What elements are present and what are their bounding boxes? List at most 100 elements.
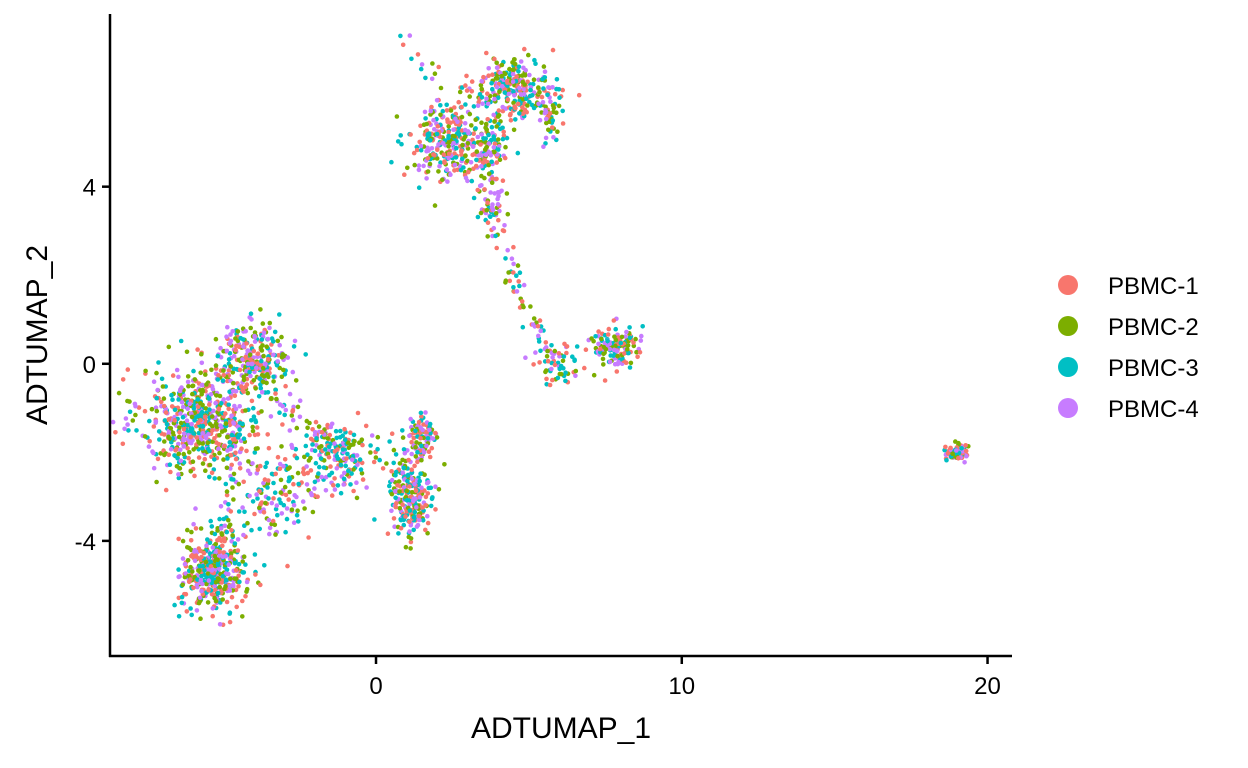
data-point xyxy=(240,559,245,564)
data-point xyxy=(283,529,288,535)
data-point xyxy=(191,368,196,374)
data-point xyxy=(428,108,434,114)
data-point xyxy=(204,382,209,387)
data-point xyxy=(266,445,272,451)
data-point xyxy=(427,454,433,460)
data-point xyxy=(219,531,224,536)
data-point xyxy=(424,148,429,154)
data-point xyxy=(221,368,226,373)
data-point xyxy=(479,120,484,125)
data-point xyxy=(438,112,443,118)
data-point xyxy=(611,318,617,323)
data-point xyxy=(200,430,205,436)
data-point xyxy=(371,459,377,465)
data-point xyxy=(207,448,212,454)
data-point xyxy=(551,135,556,140)
data-point xyxy=(341,476,347,482)
data-point xyxy=(291,344,297,349)
data-point xyxy=(612,334,617,340)
data-point xyxy=(180,582,185,588)
data-point xyxy=(178,411,183,416)
data-point xyxy=(401,522,407,528)
data-point xyxy=(517,270,523,276)
data-point xyxy=(240,598,245,604)
data-point xyxy=(486,171,492,176)
data-point xyxy=(235,435,241,440)
data-point xyxy=(198,413,203,418)
data-point xyxy=(425,169,431,174)
data-point xyxy=(494,76,500,81)
data-point xyxy=(465,158,470,164)
data-point xyxy=(533,61,538,66)
data-point xyxy=(495,114,501,119)
data-point xyxy=(420,518,426,523)
data-point xyxy=(393,504,399,510)
data-point xyxy=(421,163,426,169)
data-point xyxy=(516,279,521,284)
data-point xyxy=(357,457,363,462)
data-point xyxy=(517,305,523,310)
data-point xyxy=(419,414,424,419)
data-point xyxy=(424,176,429,181)
data-point xyxy=(314,436,319,441)
data-point xyxy=(192,558,198,564)
data-point xyxy=(300,499,306,504)
data-point xyxy=(561,354,567,359)
data-point xyxy=(182,561,188,567)
data-point xyxy=(167,436,172,441)
data-point xyxy=(127,399,132,404)
data-point xyxy=(465,141,471,146)
data-point xyxy=(229,476,234,482)
data-point xyxy=(520,324,526,330)
axes: 0 10 20 -4 0 4 xyxy=(75,14,1012,700)
data-point xyxy=(397,489,402,494)
data-point xyxy=(253,418,258,423)
data-point xyxy=(231,380,236,386)
data-point xyxy=(552,91,558,97)
data-point xyxy=(228,554,234,560)
data-point xyxy=(455,119,460,125)
data-point xyxy=(360,477,366,482)
data-point xyxy=(448,172,453,177)
data-point xyxy=(166,431,171,436)
data-point xyxy=(536,85,541,90)
data-point xyxy=(471,195,477,201)
data-point xyxy=(536,339,542,344)
data-point xyxy=(437,163,442,169)
data-point xyxy=(321,465,327,470)
data-point xyxy=(489,180,495,185)
data-point xyxy=(265,390,271,395)
data-point xyxy=(224,465,230,471)
data-point xyxy=(180,414,186,420)
data-point xyxy=(351,488,356,494)
data-point xyxy=(223,481,229,487)
data-point xyxy=(249,527,254,533)
data-point xyxy=(492,56,497,62)
data-point xyxy=(269,471,275,477)
data-point xyxy=(242,509,247,515)
data-point xyxy=(230,329,235,334)
data-point xyxy=(252,511,257,517)
data-point xyxy=(359,437,365,443)
data-point xyxy=(533,350,538,355)
data-point xyxy=(380,466,386,471)
data-point xyxy=(494,84,500,90)
data-point xyxy=(248,373,253,379)
scatter-points xyxy=(110,33,971,628)
data-point xyxy=(408,522,414,528)
data-point xyxy=(511,89,516,94)
data-point xyxy=(549,343,554,348)
data-point xyxy=(302,506,307,511)
data-point xyxy=(248,325,253,331)
data-point xyxy=(280,422,285,427)
data-point xyxy=(205,571,211,576)
data-point xyxy=(605,338,610,344)
data-point xyxy=(334,453,340,459)
data-point xyxy=(407,519,412,524)
data-point xyxy=(223,421,229,426)
data-point xyxy=(479,95,485,100)
data-point xyxy=(591,338,596,344)
data-point xyxy=(500,178,506,183)
data-point xyxy=(243,562,248,567)
data-point xyxy=(564,350,569,356)
